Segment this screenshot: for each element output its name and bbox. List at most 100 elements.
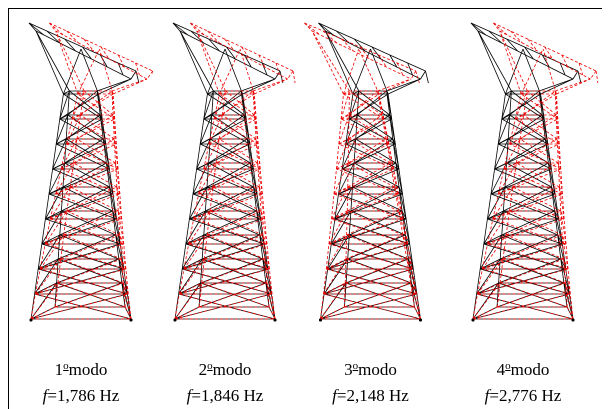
frequency-label: f=1,846 Hz: [153, 383, 297, 409]
mode-word: modo: [511, 360, 550, 379]
member: [541, 79, 573, 94]
member: [38, 244, 120, 269]
member: [99, 79, 131, 94]
member: [124, 244, 126, 269]
member: [175, 294, 272, 319]
member: [421, 71, 426, 79]
member: [347, 187, 348, 211]
member: [346, 235, 403, 259]
tower-drawing: [297, 9, 444, 346]
member: [426, 71, 429, 83]
member: [219, 139, 257, 163]
tower: [173, 23, 283, 319]
member: [596, 71, 598, 83]
member: [175, 294, 271, 319]
member: [502, 94, 506, 119]
frequency-value: =2,776 Hz: [489, 386, 561, 405]
tower: [29, 23, 139, 319]
mode-label: 3omodo: [297, 353, 444, 383]
tower: [471, 23, 581, 319]
member: [566, 244, 568, 269]
member: [328, 244, 410, 269]
member: [326, 244, 407, 269]
member: [473, 294, 569, 319]
member: [147, 71, 153, 79]
member: [293, 71, 295, 83]
member: [42, 219, 117, 244]
member: [113, 79, 147, 94]
member: [97, 79, 131, 91]
tower: [473, 23, 598, 319]
member: [489, 31, 502, 43]
member: [74, 139, 77, 163]
mode-word: modo: [358, 360, 397, 379]
member: [377, 79, 411, 91]
member: [225, 49, 243, 94]
member: [349, 211, 351, 235]
member: [477, 269, 566, 294]
member: [199, 163, 216, 194]
frequency-value: =1,846 Hz: [191, 386, 263, 405]
member: [182, 244, 264, 269]
mode-number: 4: [497, 360, 506, 379]
member: [304, 23, 415, 71]
mode-word: modo: [69, 360, 108, 379]
member: [35, 294, 131, 319]
member: [388, 79, 420, 94]
member: [510, 91, 539, 115]
support: [419, 319, 422, 322]
mode-image: [9, 9, 153, 351]
member: [67, 31, 79, 43]
member: [60, 94, 64, 119]
member: [225, 39, 235, 51]
member: [336, 144, 338, 169]
member: [559, 187, 560, 211]
member: [38, 244, 42, 269]
member: [500, 31, 528, 91]
mode-image: [297, 9, 444, 351]
member: [347, 187, 394, 211]
member: [55, 283, 123, 307]
member: [31, 294, 127, 319]
support: [472, 319, 475, 322]
mode-image: [444, 9, 602, 351]
mode-label: 4omodo: [444, 353, 602, 383]
member: [331, 194, 333, 219]
member: [63, 163, 106, 187]
frequency-label: f=2,776 Hz: [444, 383, 602, 409]
member: [348, 259, 412, 283]
mode-number: 2: [199, 360, 208, 379]
member: [341, 94, 343, 119]
member: [275, 71, 280, 79]
tower: [175, 23, 295, 319]
member: [510, 119, 558, 144]
support: [572, 319, 575, 322]
frequency-value: =2,148 Hz: [337, 386, 409, 405]
member: [63, 163, 65, 187]
tower-drawing: [9, 9, 153, 346]
member: [556, 79, 590, 94]
member: [491, 169, 551, 194]
member: [407, 259, 417, 294]
mode-label: 2omodo: [153, 353, 297, 383]
member: [495, 144, 548, 169]
member: [359, 91, 390, 115]
member: [326, 31, 353, 94]
frequency-label: f=2,148 Hz: [297, 383, 444, 409]
mode-number: 1: [55, 360, 64, 379]
member: [503, 211, 557, 235]
member: [190, 23, 204, 35]
member: [493, 23, 507, 35]
member: [56, 31, 84, 91]
member: [477, 294, 573, 319]
member: [523, 49, 541, 94]
member: [513, 163, 558, 187]
